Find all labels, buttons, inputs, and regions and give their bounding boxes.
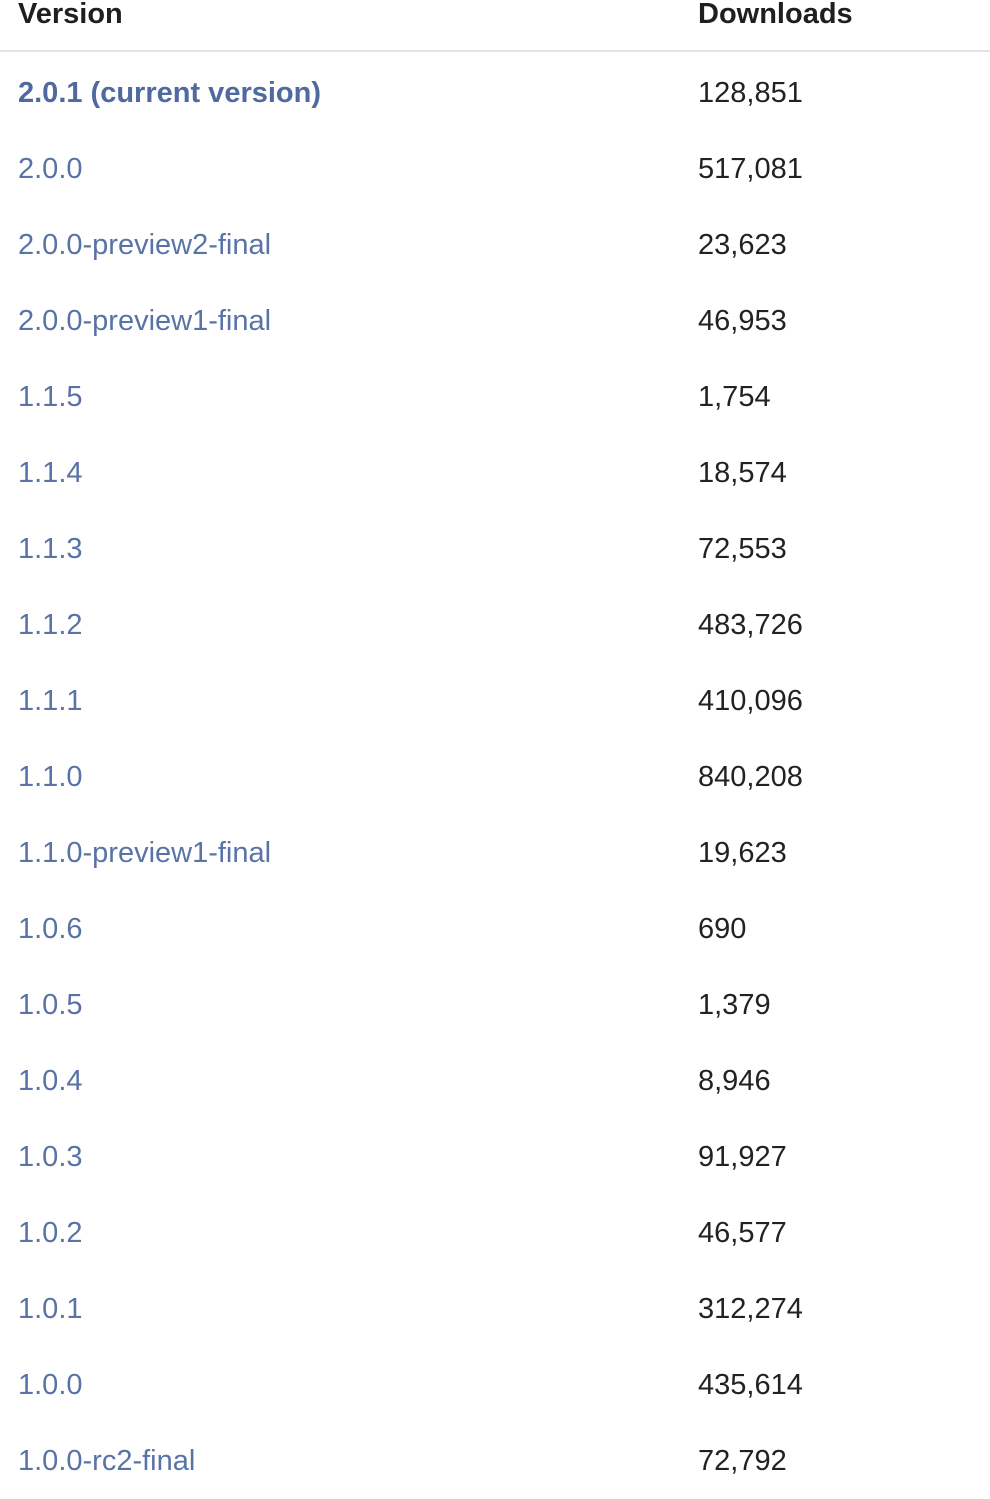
- downloads-column-header: Downloads: [698, 0, 853, 30]
- table-row: 1.0.6 690: [0, 891, 990, 967]
- table-row: 1.1.2 483,726: [0, 587, 990, 663]
- download-count: 483,726: [698, 609, 803, 641]
- version-link[interactable]: 2.0.0: [18, 153, 83, 185]
- version-link[interactable]: 1.0.4: [18, 1065, 83, 1097]
- download-count: 19,623: [698, 837, 787, 869]
- download-count: 312,274: [698, 1293, 803, 1325]
- download-count: 18,574: [698, 457, 787, 489]
- download-count: 46,577: [698, 1217, 787, 1249]
- download-count: 1,754: [698, 381, 771, 413]
- table-row: 2.0.1 (current version) 128,851: [0, 55, 990, 131]
- current-version-link[interactable]: 2.0.1 (current version): [18, 77, 321, 109]
- version-link[interactable]: 1.1.4: [18, 457, 83, 489]
- download-count: 91,927: [698, 1141, 787, 1173]
- download-count: 517,081: [698, 153, 803, 185]
- version-link[interactable]: 1.1.3: [18, 533, 83, 565]
- download-count: 8,946: [698, 1065, 771, 1097]
- version-link[interactable]: 1.0.1: [18, 1293, 83, 1325]
- version-column-header: Version: [18, 0, 123, 30]
- table-row: 1.1.0 840,208: [0, 739, 990, 815]
- table-row: 2.0.0-preview1-final 46,953: [0, 283, 990, 359]
- table-row: 2.0.0 517,081: [0, 131, 990, 207]
- version-link[interactable]: 1.1.1: [18, 685, 83, 717]
- download-count: 1,379: [698, 989, 771, 1021]
- download-count: 410,096: [698, 685, 803, 717]
- table-row: 2.0.0-preview2-final 23,623: [0, 207, 990, 283]
- table-row: 1.1.4 18,574: [0, 435, 990, 511]
- version-link[interactable]: 1.1.5: [18, 381, 83, 413]
- table-row: 1.0.3 91,927: [0, 1119, 990, 1195]
- version-link[interactable]: 1.1.0-preview1-final: [18, 837, 272, 869]
- version-link[interactable]: 1.0.6: [18, 913, 83, 945]
- table-row: 1.0.5 1,379: [0, 967, 990, 1043]
- table-row: 1.0.1 312,274: [0, 1271, 990, 1347]
- version-link[interactable]: 2.0.0-preview2-final: [18, 229, 272, 261]
- download-count: 435,614: [698, 1369, 803, 1401]
- version-link[interactable]: 2.0.0-preview1-final: [18, 305, 272, 337]
- download-count: 72,792: [698, 1445, 787, 1477]
- version-link[interactable]: 1.0.2: [18, 1217, 83, 1249]
- table-row: 1.1.3 72,553: [0, 511, 990, 587]
- table-body: 2.0.1 (current version) 128,851 2.0.0 517,0…: [0, 55, 990, 1499]
- version-link[interactable]: 1.1.2: [18, 609, 83, 641]
- table-row: 1.0.0-rc2-final 72,792: [0, 1423, 990, 1499]
- table-header: Version Downloads: [0, 0, 990, 52]
- version-link[interactable]: 1.0.5: [18, 989, 83, 1021]
- table-row: 1.0.2 46,577: [0, 1195, 990, 1271]
- version-link[interactable]: 1.0.0: [18, 1369, 83, 1401]
- download-count: 128,851: [698, 77, 803, 109]
- download-count: 46,953: [698, 305, 787, 337]
- table-row: 1.0.4 8,946: [0, 1043, 990, 1119]
- download-count: 72,553: [698, 533, 787, 565]
- table-row: 1.1.5 1,754: [0, 359, 990, 435]
- table-row: 1.1.1 410,096: [0, 663, 990, 739]
- version-link[interactable]: 1.0.0-rc2-final: [18, 1445, 196, 1477]
- version-link[interactable]: 1.1.0: [18, 761, 83, 793]
- table-row: 1.0.0 435,614: [0, 1347, 990, 1423]
- download-count: 690: [698, 913, 747, 945]
- download-count: 840,208: [698, 761, 803, 793]
- version-link[interactable]: 1.0.3: [18, 1141, 83, 1173]
- download-count: 23,623: [698, 229, 787, 261]
- table-row: 1.1.0-preview1-final 19,623: [0, 815, 990, 891]
